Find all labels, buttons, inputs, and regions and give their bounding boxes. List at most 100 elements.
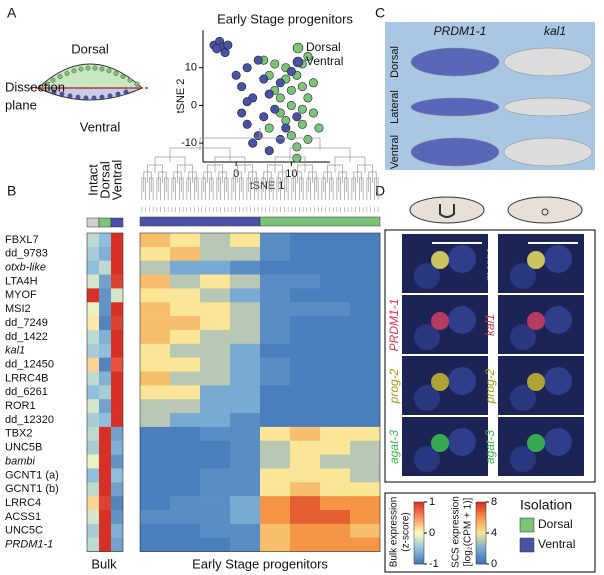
- legend-swatch: [519, 537, 535, 553]
- sc-cell: [260, 454, 291, 469]
- dendrogram: [314, 177, 319, 200]
- sc-cell: [200, 343, 231, 358]
- bulk-cell: [87, 385, 99, 400]
- sc-cell: [320, 357, 351, 372]
- cell: [113, 70, 119, 76]
- colorbar: [414, 549, 424, 552]
- label: Early Stage progenitors: [192, 556, 328, 571]
- bulk-cell: [99, 385, 111, 400]
- cell: [91, 95, 97, 101]
- bulk-cell: [99, 288, 111, 303]
- channel-label: prog-2: [387, 368, 401, 404]
- sc-cell: [350, 260, 381, 275]
- colorbar: [414, 557, 424, 561]
- channel-label: merge: [483, 247, 497, 281]
- point: [253, 55, 263, 65]
- nucleus: [448, 367, 476, 395]
- colorbar: [414, 512, 424, 515]
- sc-cell: [140, 399, 171, 414]
- dendrogram: [263, 171, 272, 192]
- dendrogram: [143, 171, 152, 192]
- channel-label: agat-3: [387, 430, 401, 464]
- point: [286, 131, 296, 141]
- sc-cell: [170, 246, 201, 261]
- sc-cell: [290, 343, 321, 358]
- label: Bulk: [91, 556, 117, 571]
- sc-cell: [350, 233, 381, 248]
- sc-cell: [200, 385, 231, 400]
- point: [253, 131, 263, 141]
- colorbar: [414, 524, 424, 528]
- colorbar: [476, 514, 486, 517]
- pharynx-icon: [541, 208, 549, 216]
- bulk-cell: [111, 413, 123, 428]
- point: [259, 112, 269, 122]
- dendrogram: [284, 177, 289, 200]
- sc-cell: [140, 468, 171, 483]
- sc-cell: [140, 537, 171, 552]
- worm: [410, 47, 500, 77]
- sc-cell: [230, 413, 261, 428]
- bulk-cell: [99, 454, 111, 469]
- colorbar: [476, 537, 486, 540]
- bulk-cell: [87, 413, 99, 428]
- colorbar: [414, 520, 424, 523]
- bulk-cell: [99, 496, 111, 511]
- worm: [503, 97, 593, 117]
- signal: [527, 312, 545, 330]
- sc-cell: [350, 371, 381, 386]
- sc-cell: [230, 371, 261, 386]
- sc-cell: [320, 343, 351, 358]
- colorbar: [414, 526, 424, 530]
- sc-cell: [200, 246, 231, 261]
- colorbar: [414, 518, 424, 521]
- dendrogram: [338, 171, 347, 192]
- sc-cell: [260, 482, 291, 497]
- bulk-cell: [111, 510, 123, 525]
- nucleus: [510, 446, 536, 472]
- signal: [527, 251, 545, 269]
- cell: [50, 77, 56, 83]
- sc-cell: [290, 233, 321, 248]
- sc-cell: [230, 260, 261, 275]
- colorbar: [414, 533, 424, 536]
- bulk-cell: [87, 316, 99, 331]
- colorbar: [476, 549, 486, 552]
- nucleus: [544, 367, 572, 395]
- y-tick-label: 10: [185, 62, 197, 74]
- sc-cell: [320, 510, 351, 525]
- colorbar: [414, 537, 424, 540]
- point: [270, 104, 280, 114]
- point: [297, 104, 307, 114]
- sc-cell: [260, 440, 291, 455]
- dendrogram: [291, 177, 296, 200]
- bulk-cell: [111, 260, 123, 275]
- colorbar: [414, 506, 424, 509]
- dendrogram: [299, 177, 304, 200]
- legend-swatch: [292, 56, 304, 68]
- group-bar: [139, 216, 261, 227]
- sc-cell: [290, 329, 321, 345]
- sc-cell: [290, 385, 321, 400]
- sc-cell: [230, 426, 261, 442]
- bulk-cell: [87, 371, 99, 386]
- sc-cell: [350, 343, 381, 358]
- bulk-cell: [87, 510, 99, 525]
- point: [297, 82, 307, 92]
- bulk-cell: [87, 468, 99, 483]
- legend-label: Ventral: [306, 54, 343, 68]
- group-bar: [98, 217, 112, 228]
- point: [292, 153, 302, 163]
- column-header: PRDM1-1: [434, 24, 487, 38]
- colorbar: [476, 504, 486, 507]
- colorbar-tick-label: 0: [491, 558, 497, 570]
- sc-cell: [230, 246, 261, 261]
- sc-cell: [290, 288, 321, 303]
- point: [242, 97, 252, 107]
- sc-cell: [200, 274, 231, 289]
- dendrogram: [246, 177, 251, 200]
- bulk-cell: [111, 440, 123, 455]
- sc-cell: [320, 302, 351, 317]
- x-tick-label: 0: [233, 168, 239, 180]
- colorbar: [414, 530, 424, 534]
